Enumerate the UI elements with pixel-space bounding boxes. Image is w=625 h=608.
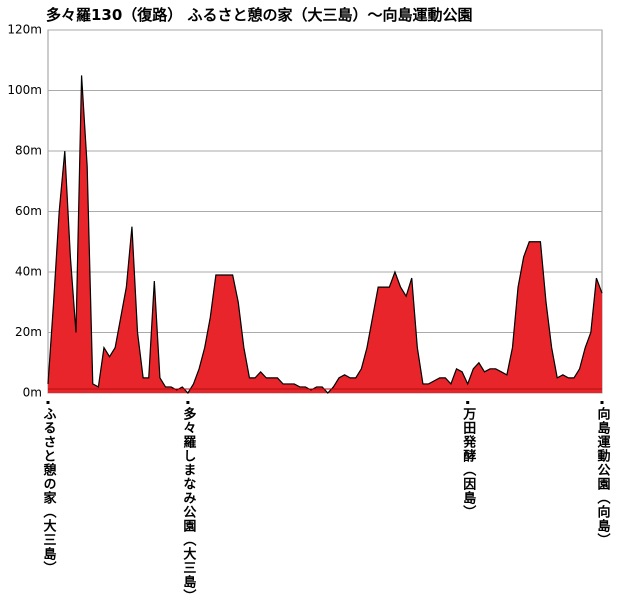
x-tick-label: 向島運動公園（向島） — [595, 406, 612, 547]
x-tick-label: 多々羅しまなみ公園（大三島） — [180, 406, 197, 603]
y-tick-label: 20m — [15, 325, 42, 339]
y-tick-label: 0m — [23, 386, 42, 400]
x-tick-label: ふるさと憩の家（大三島） — [41, 407, 58, 575]
y-tick-label: 100m — [7, 83, 42, 97]
y-tick-label: 40m — [15, 265, 42, 279]
chart-title: 多々羅130（復路） ふるさと憩の家（大三島）～向島運動公園 — [46, 6, 473, 24]
y-tick-label: 80m — [15, 144, 42, 158]
x-tick-dot — [186, 401, 190, 404]
x-tick-dot — [466, 401, 470, 404]
elevation-area — [48, 75, 602, 393]
x-tick-dot — [600, 401, 604, 404]
y-tick-label: 120m — [7, 23, 42, 37]
elevation-line — [47, 75, 603, 394]
x-tick-dot — [46, 401, 50, 404]
y-tick-label: 60m — [15, 204, 42, 218]
x-tick-label: 万田発酵（因島） — [460, 407, 477, 519]
